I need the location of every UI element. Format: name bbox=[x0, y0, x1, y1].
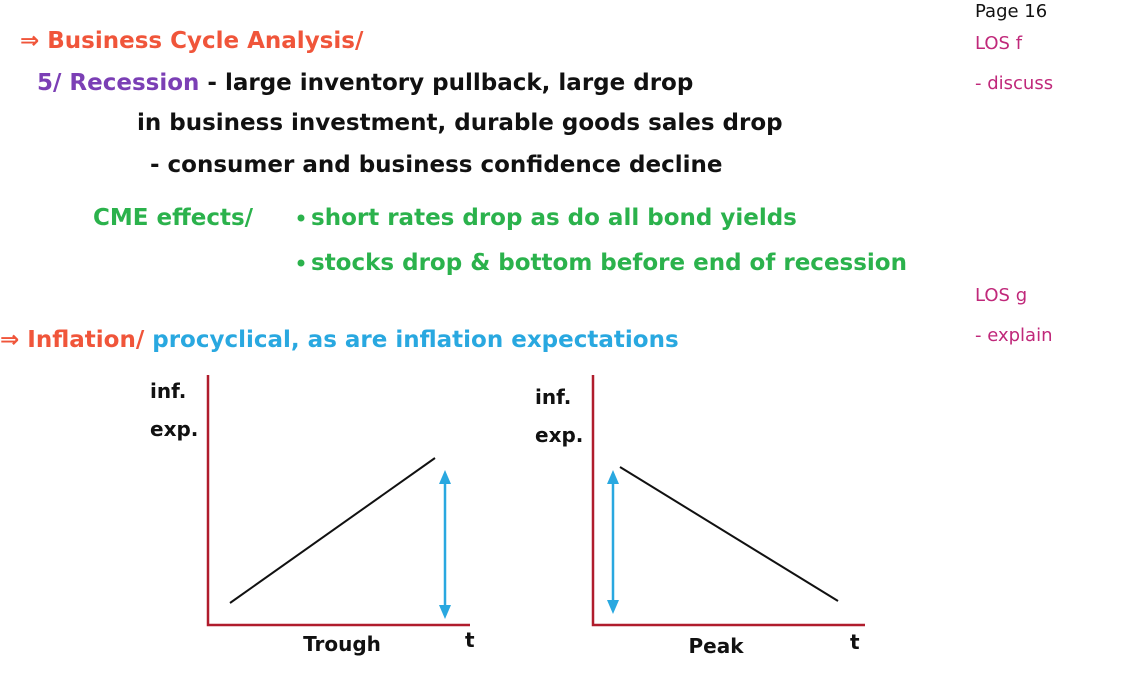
trend-line bbox=[619, 466, 839, 602]
x-axis-label: t bbox=[465, 628, 475, 652]
y-label: exp. bbox=[535, 423, 583, 447]
peak-diagram: inf. exp. Peak t bbox=[535, 375, 865, 658]
arrow-head bbox=[439, 470, 451, 484]
trough-diagram: inf. exp. Trough t bbox=[150, 375, 475, 656]
x-label: Trough bbox=[303, 632, 381, 656]
recession-text: - large inventory pullback, large drop bbox=[207, 70, 694, 96]
arrow-head bbox=[439, 605, 451, 619]
inflation-text: procyclical, as are inflation expectatio… bbox=[152, 327, 679, 353]
recession-line: 5/ Recession - large inventory pullback,… bbox=[37, 68, 693, 98]
cme-bullet: short rates drop as do all bond yields bbox=[311, 205, 797, 231]
side-note: LOS f bbox=[975, 33, 1023, 54]
heading: ⇒ Business Cycle Analysis/ bbox=[20, 28, 364, 54]
trend-line bbox=[229, 457, 436, 604]
recession-label: 5/ Recession bbox=[37, 70, 200, 96]
recession-text: - consumer and business confidence decli… bbox=[150, 152, 723, 178]
x-axis-label: t bbox=[850, 630, 860, 654]
y-label: exp. bbox=[150, 417, 198, 441]
x-label: Peak bbox=[688, 634, 744, 658]
y-label: inf. bbox=[535, 385, 571, 409]
axes bbox=[591, 375, 865, 627]
page-number: Page 16 bbox=[975, 1, 1048, 22]
side-note: LOS g bbox=[975, 285, 1028, 306]
side-note: - explain bbox=[975, 325, 1053, 346]
recession-text: in business investment, durable goods sa… bbox=[137, 110, 783, 136]
bullet bbox=[297, 214, 305, 222]
side-note: - discuss bbox=[975, 73, 1054, 94]
bullet bbox=[297, 259, 305, 267]
inflation-heading: ⇒ Inflation/ bbox=[0, 327, 145, 353]
cme-label: CME effects/ bbox=[93, 205, 254, 231]
axes bbox=[206, 375, 470, 627]
inflation-line: ⇒ Inflation/ procyclical, as are inflati… bbox=[0, 325, 679, 355]
arrow-head bbox=[607, 470, 619, 484]
arrow-head bbox=[607, 600, 619, 614]
cme-bullet: stocks drop & bottom before end of reces… bbox=[311, 250, 907, 276]
y-label: inf. bbox=[150, 379, 186, 403]
